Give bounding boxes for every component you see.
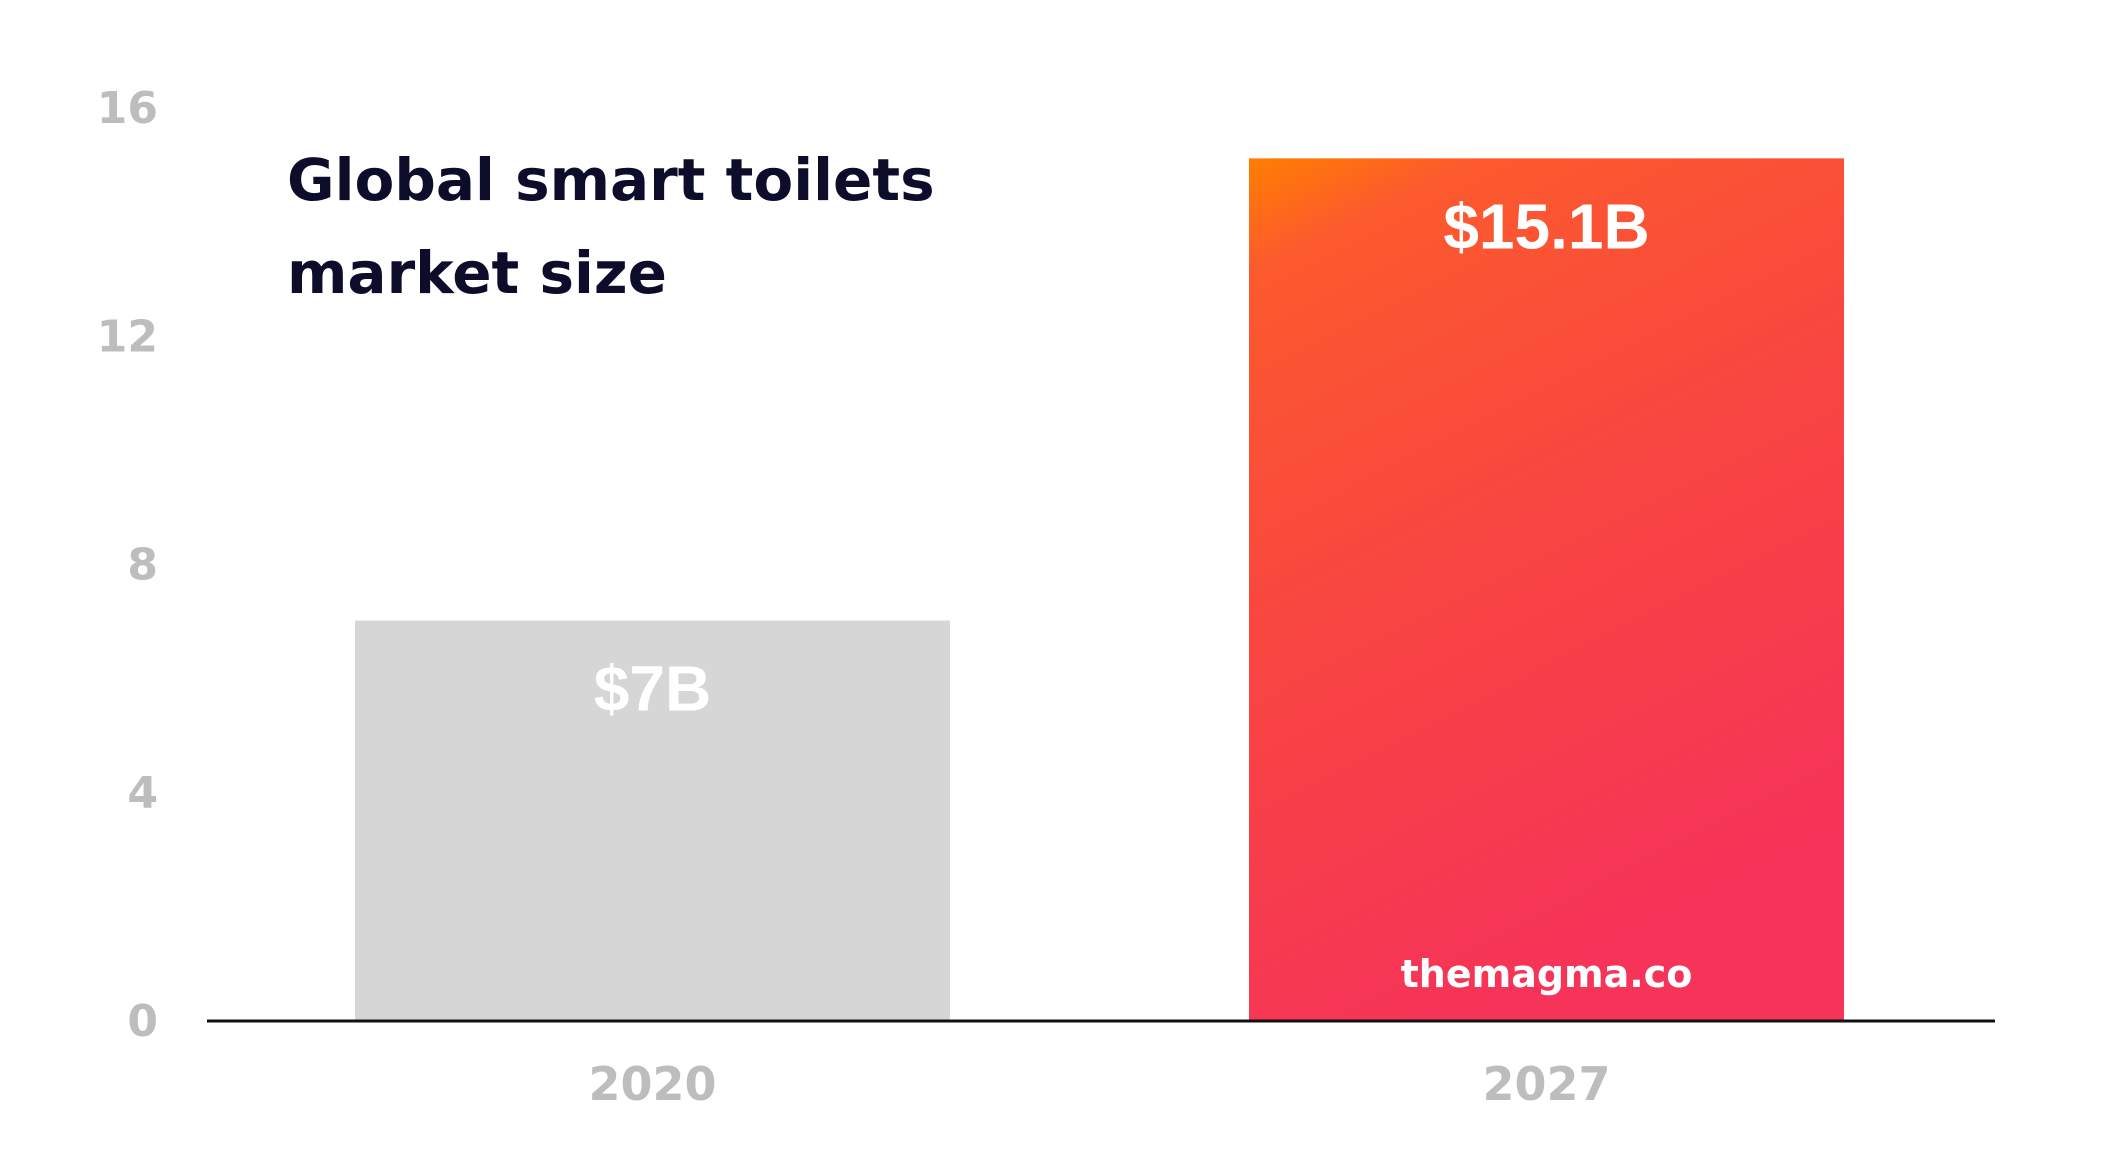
y-tick-label-12: 12 [97, 311, 158, 362]
y-axis-ticks: 0 4 8 12 16 [97, 83, 158, 1047]
y-tick-label-16: 16 [97, 83, 158, 134]
bar-2027 [1249, 158, 1844, 1020]
y-tick-label-8: 8 [127, 540, 158, 591]
data-label-2020: $7B [594, 653, 711, 725]
y-tick-label-4: 4 [127, 768, 158, 819]
watermark-text: themagma.co [1401, 952, 1693, 996]
x-axis-labels: 2020 2027 [588, 1057, 1610, 1111]
bars [355, 158, 1844, 1020]
x-tick-label-2020: 2020 [588, 1057, 716, 1111]
data-labels: $7B $15.1B [594, 190, 1650, 724]
y-tick-label-0: 0 [127, 996, 158, 1047]
x-tick-label-2027: 2027 [1482, 1057, 1610, 1111]
chart-title-line-1: Global smart toilets [287, 146, 935, 214]
bar-2020 [355, 620, 950, 1020]
data-label-2027: $15.1B [1443, 190, 1649, 262]
chart-title-line-2: market size [287, 239, 667, 307]
